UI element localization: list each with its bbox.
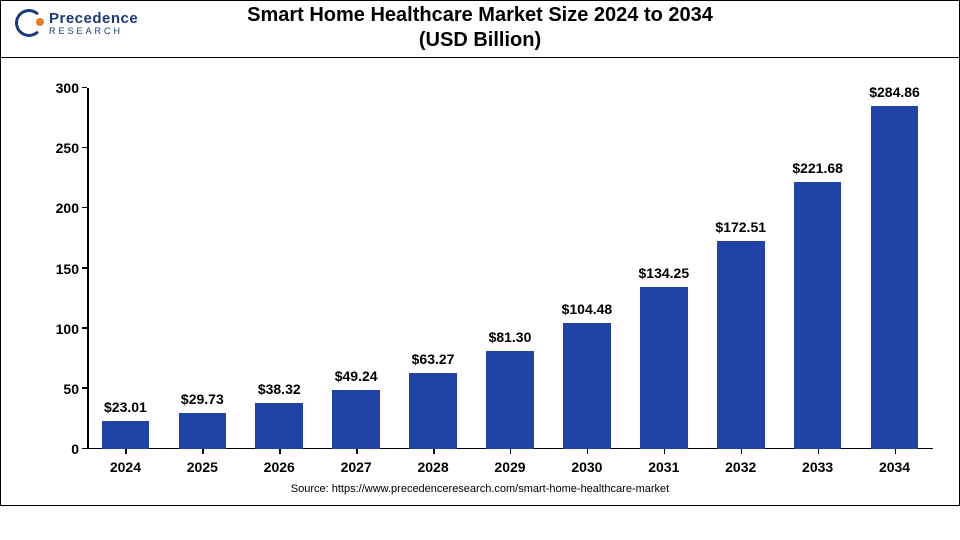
x-tick-mark	[356, 449, 358, 454]
x-tick-label: 2028	[417, 459, 448, 475]
bar	[102, 421, 150, 449]
bar	[794, 182, 842, 449]
bar-value-label: $29.73	[181, 391, 224, 407]
x-tick-label: 2025	[187, 459, 218, 475]
bar-value-label: $38.32	[258, 381, 301, 397]
bar	[486, 351, 534, 449]
bar-group: $23.012024	[102, 421, 150, 449]
bar-value-label: $284.86	[869, 84, 920, 100]
x-tick-label: 2029	[494, 459, 525, 475]
y-tick-mark	[82, 267, 87, 269]
bar	[332, 390, 380, 449]
logo-line2: RESEARCH	[49, 27, 138, 36]
bar-group: $172.512032	[717, 241, 765, 449]
bar	[563, 323, 611, 449]
bar-group: $104.482030	[563, 323, 611, 449]
x-tick-mark	[125, 449, 127, 454]
bar-group: $81.302029	[486, 351, 534, 449]
chart-title: Smart Home Healthcare Market Size 2024 t…	[11, 3, 949, 53]
x-tick-label: 2026	[264, 459, 295, 475]
y-tick-mark	[82, 327, 87, 329]
bar	[717, 241, 765, 449]
bar	[640, 287, 688, 449]
x-tick-label: 2033	[802, 459, 833, 475]
bar-group: $63.272028	[409, 373, 457, 449]
x-tick-mark	[818, 449, 820, 454]
y-tick-label: 300	[39, 80, 79, 96]
x-tick-mark	[202, 449, 204, 454]
x-tick-mark	[664, 449, 666, 454]
x-tick-label: 2031	[648, 459, 679, 475]
x-tick-label: 2032	[725, 459, 756, 475]
title-line1: Smart Home Healthcare Market Size 2024 t…	[11, 3, 949, 28]
y-tick-label: 100	[39, 321, 79, 337]
logo-mark-icon	[15, 9, 43, 37]
bar-value-label: $134.25	[639, 265, 690, 281]
x-tick-mark	[587, 449, 589, 454]
logo-text: Precedence RESEARCH	[49, 11, 138, 36]
bar-value-label: $221.68	[792, 160, 843, 176]
y-tick-label: 150	[39, 261, 79, 277]
y-tick-label: 0	[39, 441, 79, 457]
y-tick-mark	[82, 87, 87, 89]
bar	[179, 413, 227, 449]
x-tick-mark	[895, 449, 897, 454]
logo: Precedence RESEARCH	[15, 9, 138, 37]
bar-value-label: $104.48	[562, 301, 613, 317]
logo-line1: Precedence	[49, 11, 138, 26]
y-tick-mark	[82, 387, 87, 389]
chart-container: 050100150200250300$23.012024$29.732025$3…	[0, 58, 960, 506]
y-tick-label: 200	[39, 200, 79, 216]
bar	[871, 106, 919, 449]
x-tick-label: 2024	[110, 459, 141, 475]
y-tick-mark	[82, 147, 87, 149]
x-tick-mark	[510, 449, 512, 454]
x-tick-mark	[741, 449, 743, 454]
header: Precedence RESEARCH Smart Home Healthcar…	[0, 0, 960, 58]
x-tick-label: 2034	[879, 459, 910, 475]
bar-value-label: $49.24	[335, 368, 378, 384]
bar-group: $38.322026	[255, 403, 303, 449]
y-tick-label: 250	[39, 140, 79, 156]
source-text: Source: https://www.precedenceresearch.c…	[1, 483, 959, 495]
bar-group: $134.252031	[640, 287, 688, 449]
plot-area: 050100150200250300$23.012024$29.732025$3…	[87, 88, 933, 449]
bar-group: $284.862034	[871, 106, 919, 449]
x-tick-mark	[433, 449, 435, 454]
y-tick-label: 50	[39, 381, 79, 397]
bar-value-label: $81.30	[489, 329, 532, 345]
y-tick-mark	[82, 448, 87, 450]
bar	[255, 403, 303, 449]
y-axis-line	[87, 88, 89, 449]
bar-value-label: $172.51	[715, 219, 766, 235]
x-tick-label: 2027	[341, 459, 372, 475]
x-tick-mark	[279, 449, 281, 454]
title-line2: (USD Billion)	[11, 28, 949, 53]
y-tick-mark	[82, 207, 87, 209]
bar-value-label: $23.01	[104, 399, 147, 415]
bar	[409, 373, 457, 449]
bar-group: $29.732025	[179, 413, 227, 449]
bar-value-label: $63.27	[412, 351, 455, 367]
x-tick-label: 2030	[571, 459, 602, 475]
bar-group: $221.682033	[794, 182, 842, 449]
bar-group: $49.242027	[332, 390, 380, 449]
